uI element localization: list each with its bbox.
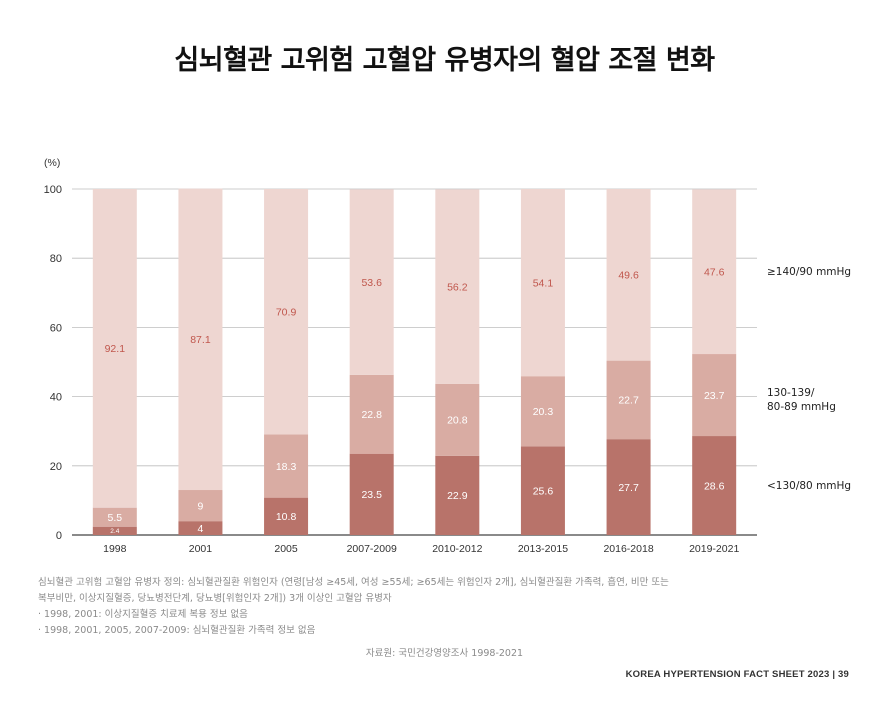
bar-segment [692,436,737,535]
bar-value-label: 20.8 [447,415,468,427]
bar-value-label: 10.8 [276,511,297,523]
bar-value-label: 22.9 [447,490,468,502]
footnote-definition-2: 복부비만, 이상지질혈증, 당뇨병전단계, 당뇨병[위험인자 2개]) 3개 이… [38,593,392,604]
bar-value-label: 54.1 [533,277,554,289]
bar-value-label: 22.8 [361,409,382,421]
bar-segment [606,360,651,440]
bar-value-label: 20.3 [533,406,554,418]
legend-label-mid-line1: 130-139/ [767,387,815,399]
y-tick-label: 40 [50,392,62,404]
y-tick-label: 0 [56,530,62,542]
bar-value-label: 56.2 [447,281,468,293]
source-note: 자료원: 국민건강영양조사 1998-2021 [365,648,524,659]
bar-segment [349,453,394,535]
chart-title: 심뇌혈관 고위험 고혈압 유병자의 혈압 조절 변화 [174,45,715,76]
bar-segment [349,374,394,454]
legend: ≥140/90 mmHg 130-139/80-89 mmHg <130/80 mm… [767,266,851,492]
footnote-note-1: · 1998, 2001: 이상지질혈증 치료제 복용 정보 없음 [38,609,248,620]
bar-segment [435,455,480,535]
legend-label-mid-line2: 80-89 mmHg [767,401,836,413]
x-tick-label: 1998 [103,543,127,555]
bar-segment [92,526,137,535]
bar-value-label: 23.5 [361,489,382,501]
x-tick-label: 2001 [189,543,213,555]
legend-label-low: <130/80 mmHg [767,480,851,492]
x-tick-label: 2016-2018 [603,543,653,555]
y-axis-unit: (%) [44,157,60,169]
bar-value-label: 18.3 [276,461,297,473]
bar-value-label: 47.6 [704,266,725,278]
bar-value-label: 4 [198,523,204,535]
x-tick-label: 2007-2009 [347,543,397,555]
bar-segment [264,189,309,435]
page-footer: KOREA HYPERTENSION FACT SHEET 2023 | 39 [625,669,849,680]
bar-value-label: 22.7 [618,395,639,407]
bar-segment [349,189,394,375]
bar-segment [606,189,651,361]
x-tick-label: 2010-2012 [432,543,482,555]
bar-segment [692,189,737,355]
y-tick-label: 80 [50,253,62,265]
bar-segment [435,383,480,456]
y-tick-label: 100 [44,184,62,196]
bar-segment [264,434,309,498]
y-tick-label: 60 [50,322,62,334]
footnote-definition-1: 심뇌혈관 고위험 고혈압 유병자 정의: 심뇌혈관질환 위험인자 (연령[남성 … [38,577,669,588]
legend-label-high: ≥140/90 mmHg [767,266,851,278]
bar-value-label: 25.6 [533,485,554,497]
bar-segment [264,497,309,535]
y-tick-label: 20 [50,461,62,473]
bar-value-label: 53.6 [361,277,382,289]
bar-value-label: 9 [198,500,204,512]
bar-value-label: 27.7 [618,482,639,494]
bar-value-label: 49.6 [618,270,639,282]
bar-segment [520,376,565,447]
bar-value-label: 2.4 [110,528,119,535]
bar-value-label: 28.6 [704,480,725,492]
bar-segment [178,521,223,535]
grid-lines [72,188,757,536]
legend-label-mid: 130-139/80-89 mmHg [767,387,836,413]
bar-segment [520,189,565,377]
bar-segment [92,189,137,508]
bars: 2.4 5.5 92.1 4 9 87.1 10.8 18.3 70.9 23.5 22.8 53.6… [92,188,737,535]
bar-segment [178,188,223,491]
bar-value-label: 5.5 [108,512,123,524]
bar-segment [520,446,565,535]
x-tick-label: 2005 [274,543,298,555]
bar-value-label: 92.1 [105,343,126,355]
bar-value-label: 87.1 [190,334,211,346]
axes: 0 20 40 60 80 100 (%) 1998 2001 2005 2007-2009 2010… [44,157,740,555]
bar-segment [435,189,480,384]
bar-segment [606,439,651,535]
x-tick-label: 2013-2015 [518,543,568,555]
bar-segment [92,507,137,527]
footnote-note-2: · 1998, 2001, 2005, 2007-2009: 심뇌혈관질환 가족… [38,625,316,636]
bar-value-label: 70.9 [276,306,297,318]
x-tick-label: 2019-2021 [689,543,739,555]
bar-segment [178,490,223,522]
bar-value-label: 23.7 [704,390,725,402]
bar-segment [692,354,737,437]
